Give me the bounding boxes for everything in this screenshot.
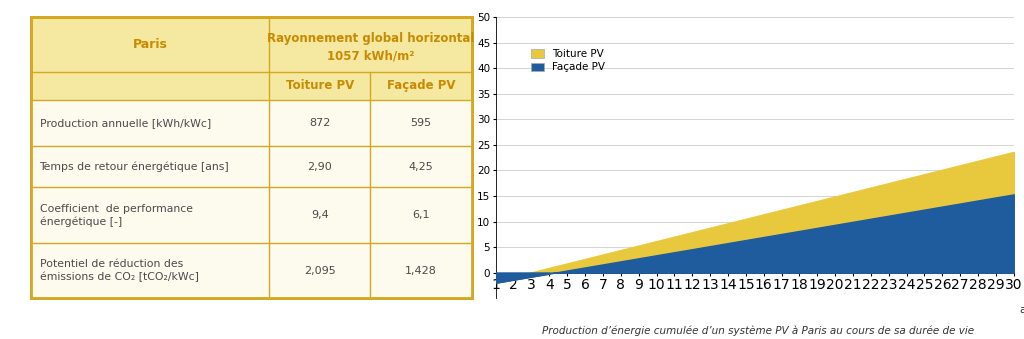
Text: 595: 595 xyxy=(411,118,432,128)
Text: Production d’énergie cumulée d’un système PV à Paris au cours de sa durée de vie: Production d’énergie cumulée d’un systèm… xyxy=(542,325,974,336)
Bar xyxy=(31,187,472,243)
Text: Paris: Paris xyxy=(132,38,167,51)
Text: 872: 872 xyxy=(309,118,331,128)
Text: Potentiel de réduction des
émissions de CO₂ [tCO₂/kWc]: Potentiel de réduction des émissions de … xyxy=(40,259,199,282)
Legend: Toiture PV, Façade PV: Toiture PV, Façade PV xyxy=(527,45,609,77)
Text: 9,4: 9,4 xyxy=(311,210,329,220)
Text: 2,90: 2,90 xyxy=(307,162,332,172)
Bar xyxy=(31,100,472,146)
Text: Rayonnement global horizontal: Rayonnement global horizontal xyxy=(266,32,474,45)
Text: Temps de retour énergétique [ans]: Temps de retour énergétique [ans] xyxy=(40,161,229,172)
Text: 4,25: 4,25 xyxy=(409,162,433,172)
Text: Coefficient  de performance
énergétique [-]: Coefficient de performance énergétique [… xyxy=(40,204,193,227)
Text: 1057 kWh/m²: 1057 kWh/m² xyxy=(327,49,414,62)
Bar xyxy=(31,146,472,187)
Text: 2,095: 2,095 xyxy=(304,266,336,276)
Text: Production annuelle [kWh/kWc]: Production annuelle [kWh/kWc] xyxy=(40,118,211,128)
Bar xyxy=(31,243,472,298)
Text: ans: ans xyxy=(1019,304,1024,315)
Text: Toiture PV: Toiture PV xyxy=(286,79,354,93)
Text: 6,1: 6,1 xyxy=(413,210,430,220)
Text: Façade PV: Façade PV xyxy=(387,79,456,93)
Text: 1,428: 1,428 xyxy=(406,266,437,276)
